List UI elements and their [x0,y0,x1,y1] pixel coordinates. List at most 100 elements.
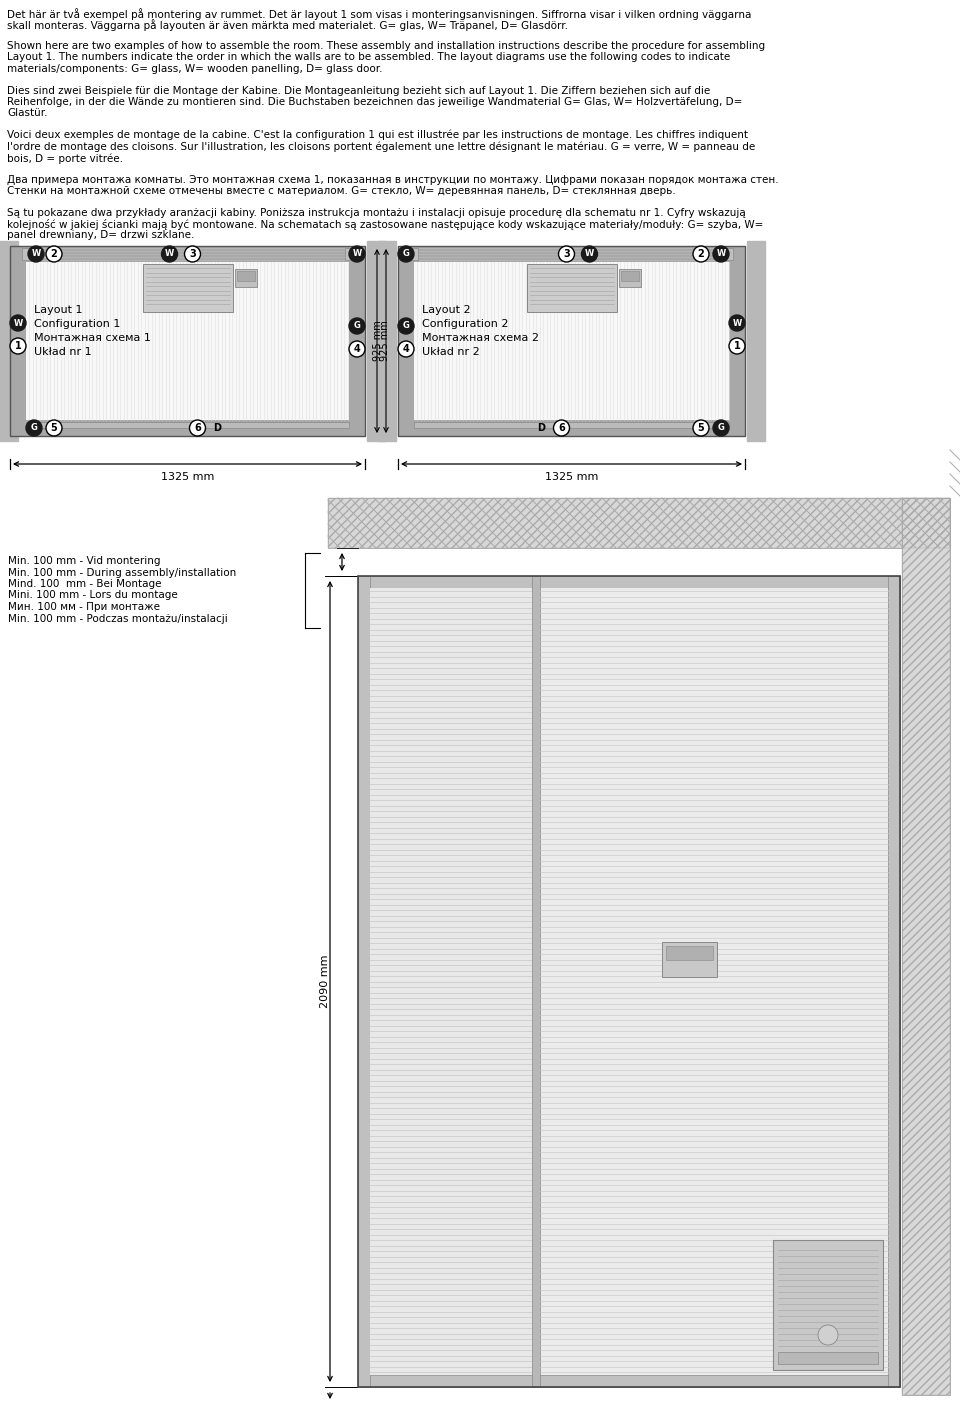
Circle shape [26,420,42,436]
Text: G: G [402,322,409,330]
Bar [661,942,717,977]
Text: Glastür.: Glastür. [7,108,47,118]
Bar [398,246,414,436]
Text: W: W [732,319,742,328]
Text: Reihenfolge, in der die Wände zu montieren sind. Die Buchstaben bezeichnen das j: Reihenfolge, in der die Wände zu montier… [7,97,742,107]
Circle shape [729,315,745,330]
Text: 925 mm: 925 mm [380,321,390,361]
Text: 6: 6 [558,423,564,433]
Circle shape [46,420,62,436]
Bar [349,246,365,436]
Bar [414,422,729,427]
Text: 1: 1 [14,342,21,352]
Bar [358,1375,900,1386]
Text: Min. 100 mm - Podczas montażu/instalacji: Min. 100 mm - Podczas montażu/instalacji [8,613,228,623]
Circle shape [818,1324,838,1346]
Text: G: G [717,423,725,433]
Bar [345,247,353,260]
Bar [328,498,950,548]
Bar [410,247,418,260]
Circle shape [713,246,729,262]
Bar [666,946,712,960]
Text: l'ordre de montage des cloisons. Sur l'illustration, les cloisons portent égalem: l'ordre de montage des cloisons. Sur l'i… [7,142,756,152]
Bar [10,420,365,436]
Text: D: D [538,423,545,433]
Text: Voici deux exemples de montage de la cabine. C'est la configuration 1 qui est il: Voici deux exemples de montage de la cab… [7,129,748,141]
Bar [618,269,640,287]
Bar [398,246,745,262]
Bar [532,576,540,1386]
Bar [358,576,370,1386]
Text: Два примера монтажа комнаты. Это монтажная схема 1, показанная в инструкции по м: Два примера монтажа комнаты. Это монтажн… [7,174,779,184]
Bar [902,498,950,1395]
Bar [328,498,950,548]
Bar [10,246,26,436]
Circle shape [349,342,365,357]
Bar [747,240,765,441]
Text: Shown here are two examples of how to assemble the room. These assembly and inst: Shown here are two examples of how to as… [7,41,765,51]
Circle shape [398,342,414,357]
Text: 5: 5 [698,423,705,433]
Text: 5: 5 [51,423,58,433]
Circle shape [184,246,201,262]
Bar [10,246,365,262]
Bar [540,588,888,1375]
Text: Layout 1. The numbers indicate the order in which the walls are to be assembled.: Layout 1. The numbers indicate the order… [7,52,731,62]
Text: W: W [716,249,726,259]
Text: Mini. 100 mm - Lors du montage: Mini. 100 mm - Lors du montage [8,591,178,600]
Bar [398,420,745,436]
Text: 1325 mm: 1325 mm [161,472,214,482]
Text: Są tu pokazane dwa przykłady aranżacji kabiny. Poniższa instrukcja montażu i ins: Są tu pokazane dwa przykłady aranżacji k… [7,208,746,218]
Circle shape [349,246,365,262]
Bar [398,246,745,436]
Circle shape [713,420,729,436]
Bar [778,1353,878,1364]
Bar [234,269,256,287]
Circle shape [693,420,709,436]
Text: Dies sind zwei Beispiele für die Montage der Kabine. Die Montageanleitung bezieh: Dies sind zwei Beispiele für die Montage… [7,86,710,96]
Text: bois, D = porte vitrée.: bois, D = porte vitrée. [7,153,123,163]
Circle shape [582,246,597,262]
Bar [367,240,385,441]
Circle shape [28,246,44,262]
Text: W: W [32,249,40,259]
Text: W: W [13,319,23,328]
Text: Min. 100 mm - During assembly/installation: Min. 100 mm - During assembly/installati… [8,568,236,578]
Circle shape [161,246,178,262]
Text: 6: 6 [194,423,201,433]
Bar [526,264,616,312]
Text: 1325 mm: 1325 mm [545,472,598,482]
Bar [10,246,365,436]
Text: G: G [402,249,409,259]
Bar [378,240,396,441]
Text: 3: 3 [564,249,570,259]
Circle shape [46,246,62,262]
Bar [22,247,30,260]
Text: D: D [213,423,222,433]
Circle shape [349,318,365,335]
Text: 925 mm: 925 mm [373,321,383,361]
Circle shape [729,337,745,354]
Bar [10,246,365,436]
Circle shape [559,246,574,262]
Text: Layout 1
Configuration 1
Монтажная схема 1
Układ nr 1: Layout 1 Configuration 1 Монтажная схема… [34,305,151,357]
Text: 2: 2 [698,249,705,259]
Text: W: W [352,249,362,259]
Bar [26,422,349,427]
Bar [414,262,729,420]
Circle shape [398,318,414,335]
Bar [358,576,900,588]
Bar [0,240,18,441]
Text: 2090 mm: 2090 mm [320,955,330,1008]
Text: G: G [31,423,37,433]
Circle shape [693,246,709,262]
Bar [398,246,745,436]
Text: kolejność w jakiej ścianki mają być montowane. Na schematach są zastosowane nast: kolejność w jakiej ścianki mają być mont… [7,219,763,231]
Text: 1: 1 [733,342,740,352]
Text: Layout 2
Configuration 2
Монтажная схема 2
Układ nr 2: Layout 2 Configuration 2 Монтажная схема… [422,305,539,357]
Text: 3: 3 [189,249,196,259]
Bar [888,576,900,1386]
Bar [729,246,745,436]
Text: Det här är två exempel på montering av rummet. Det är layout 1 som visas i monte: Det här är två exempel på montering av r… [7,8,752,20]
Text: W: W [585,249,594,259]
